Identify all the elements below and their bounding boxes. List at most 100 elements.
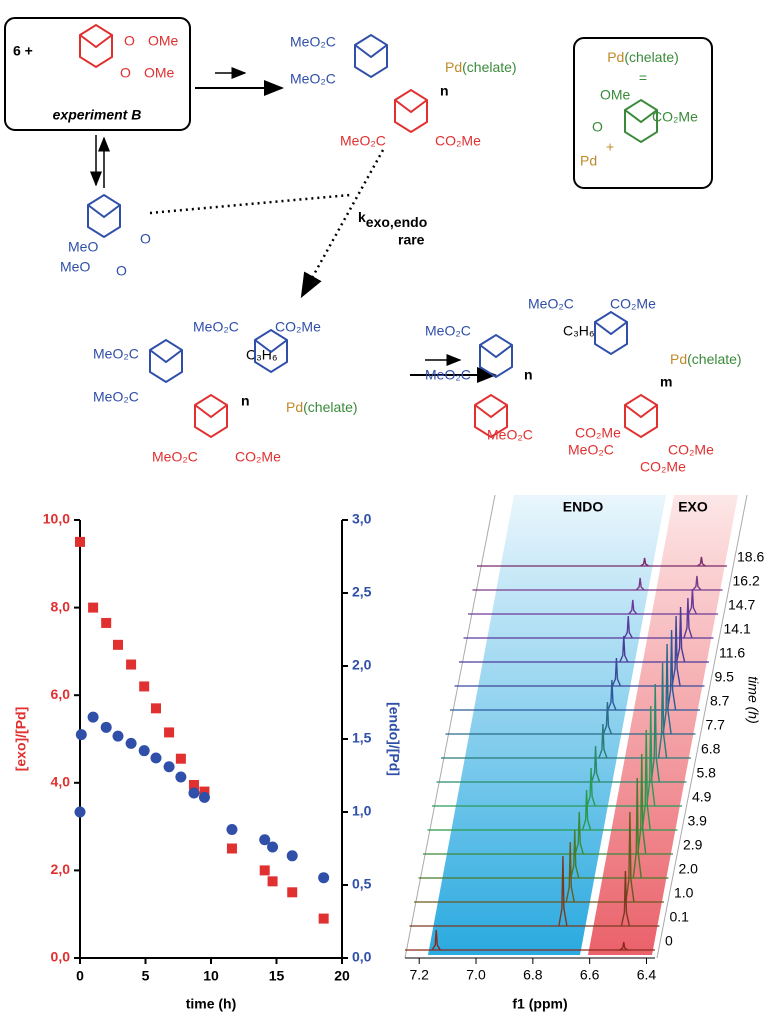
label: m <box>660 374 672 390</box>
point <box>74 806 86 818</box>
trace-label: 0 <box>665 933 673 949</box>
label: n <box>440 83 449 99</box>
x-tick-label: 6.4 <box>637 967 657 983</box>
label: CO₂Me <box>575 425 621 441</box>
pd-label: Pd(chelate) <box>670 351 742 367</box>
trace-label: 1.0 <box>674 885 694 901</box>
trace-label: 4.9 <box>692 789 712 805</box>
peak <box>641 729 651 831</box>
label: (chelate) <box>303 399 357 415</box>
label: OMe <box>144 65 175 81</box>
point <box>112 639 123 650</box>
point <box>139 681 150 692</box>
point <box>164 727 175 738</box>
pd-label: Pd(chelate) <box>607 49 679 65</box>
peak <box>640 557 650 567</box>
label: O <box>592 119 603 135</box>
label: CO₂Me <box>610 296 656 312</box>
peak <box>431 929 441 951</box>
label: CO₂Me <box>640 459 686 475</box>
dotted-arrow <box>300 149 385 299</box>
peak <box>558 855 568 927</box>
box <box>4 17 191 131</box>
point <box>226 843 237 854</box>
peak <box>666 629 677 711</box>
y-tick-label: 6,0 <box>51 686 71 702</box>
y2-tick-label: 2,0 <box>352 657 372 673</box>
label: CO₂Me <box>275 319 321 335</box>
x-tick-label: 0 <box>76 968 84 984</box>
label: CO₂Me <box>668 442 714 458</box>
ring <box>474 393 508 439</box>
peak <box>646 705 656 807</box>
peak <box>619 635 629 663</box>
peak <box>590 745 601 783</box>
trace-label: 2.0 <box>679 861 699 877</box>
label: 6 + <box>13 43 33 59</box>
label: (chelate) <box>624 49 678 65</box>
label: rare <box>398 232 425 248</box>
pd-label: Pd(chelate) <box>286 399 358 415</box>
trace-label: 5.8 <box>697 765 717 781</box>
x-axis-label: f1 (ppm) <box>512 996 567 1012</box>
label: exo,endo <box>366 214 427 230</box>
label: (chelate) <box>687 351 741 367</box>
ring <box>149 338 183 384</box>
label: Pd <box>670 351 687 367</box>
peak <box>637 753 647 855</box>
label: C₃H₆ <box>246 347 278 363</box>
point <box>188 787 200 799</box>
x-tick-label: 10 <box>203 968 219 984</box>
label: Pd <box>607 49 624 65</box>
trace-label: 11.6 <box>719 645 745 661</box>
point <box>175 771 187 783</box>
trace-label: 9.5 <box>715 669 735 685</box>
point <box>175 753 186 764</box>
label: MeO₂C <box>425 367 471 383</box>
point <box>199 786 210 797</box>
peak <box>607 679 617 711</box>
box <box>573 37 713 189</box>
point <box>318 872 330 884</box>
peak <box>671 615 681 687</box>
ring <box>354 33 388 79</box>
y-axis-label: [exo]/[Pd] <box>13 707 29 772</box>
label: MeO <box>60 259 90 275</box>
label: MeO₂C <box>425 323 471 339</box>
frame <box>656 494 748 959</box>
trace-label: 3.9 <box>688 813 708 829</box>
ring <box>624 393 658 439</box>
y2-axis-label: [endo]/[Pd] <box>386 702 402 776</box>
label: k <box>358 209 366 225</box>
dotted-line <box>149 193 351 215</box>
trace-label: 2.9 <box>683 837 703 853</box>
peak <box>574 811 584 855</box>
y2-tick-label: 3,0 <box>352 511 372 527</box>
point <box>75 536 85 547</box>
y-tick-label: 10,0 <box>43 511 70 527</box>
peak <box>570 829 580 879</box>
y-tick-label: 2,0 <box>51 861 71 877</box>
rate-label: kexo,endo <box>358 209 427 230</box>
label: MeO₂C <box>290 34 336 50</box>
peak <box>581 789 592 831</box>
peak <box>662 643 672 735</box>
trace-label: 16.2 <box>733 573 760 589</box>
ring <box>194 393 228 439</box>
label: n <box>241 393 250 409</box>
label: MeO₂C <box>528 296 574 312</box>
point <box>267 841 279 853</box>
peak <box>598 723 608 759</box>
y2-tick-label: 1,0 <box>352 803 372 819</box>
peak <box>628 599 638 615</box>
point <box>286 850 298 862</box>
y-tick-label: 4,0 <box>51 774 71 790</box>
label: Pd <box>580 153 597 169</box>
point <box>100 721 112 733</box>
frame <box>404 494 496 959</box>
y2-tick-label: 1,5 <box>352 730 372 746</box>
point <box>188 779 199 790</box>
label: MeO₂C <box>568 442 614 458</box>
y-tick-label: 8,0 <box>51 598 71 614</box>
label: O <box>140 231 151 247</box>
